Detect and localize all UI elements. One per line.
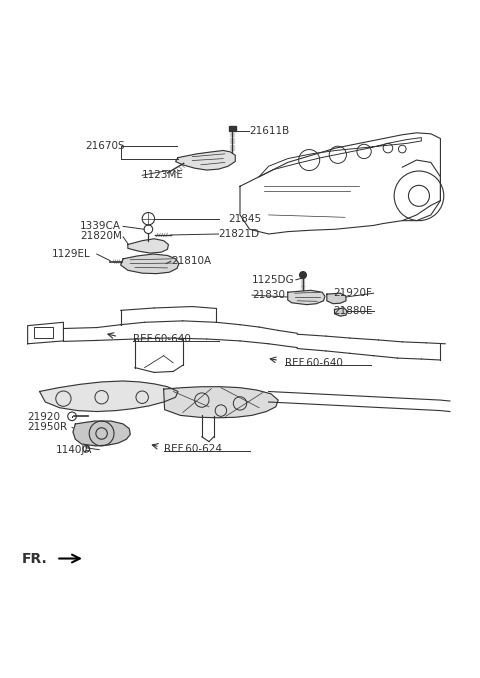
Text: 21670S: 21670S: [85, 141, 124, 151]
Polygon shape: [176, 151, 235, 170]
Text: 21950R: 21950R: [28, 422, 68, 433]
Text: 21830: 21830: [252, 290, 285, 300]
Text: FR.: FR.: [22, 551, 47, 565]
Text: 1339CA: 1339CA: [80, 222, 121, 231]
Text: REF.60-624: REF.60-624: [164, 444, 222, 454]
Text: 21920: 21920: [28, 412, 60, 422]
Text: 21920F: 21920F: [333, 288, 372, 298]
Text: 21820M: 21820M: [80, 231, 122, 241]
Polygon shape: [335, 308, 348, 316]
Bar: [228, 126, 236, 131]
Bar: [34, 327, 53, 338]
Circle shape: [300, 272, 306, 279]
Polygon shape: [120, 254, 179, 274]
Polygon shape: [128, 239, 168, 253]
Polygon shape: [39, 381, 178, 412]
Text: 21821D: 21821D: [218, 229, 260, 239]
Polygon shape: [164, 386, 278, 418]
Text: 21880E: 21880E: [333, 306, 372, 317]
Text: 21611B: 21611B: [250, 126, 290, 136]
Polygon shape: [327, 293, 346, 304]
Text: 21810A: 21810A: [171, 256, 211, 266]
Text: 1125DG: 1125DG: [252, 275, 295, 285]
Text: REF.60-640: REF.60-640: [132, 334, 191, 344]
Text: REF.60-640: REF.60-640: [285, 358, 343, 368]
Polygon shape: [288, 290, 325, 304]
Text: 1123ME: 1123ME: [142, 170, 184, 180]
Text: 1140JA: 1140JA: [56, 445, 93, 455]
Text: 1129EL: 1129EL: [51, 249, 90, 259]
Polygon shape: [73, 421, 130, 446]
Text: 21845: 21845: [228, 214, 261, 224]
